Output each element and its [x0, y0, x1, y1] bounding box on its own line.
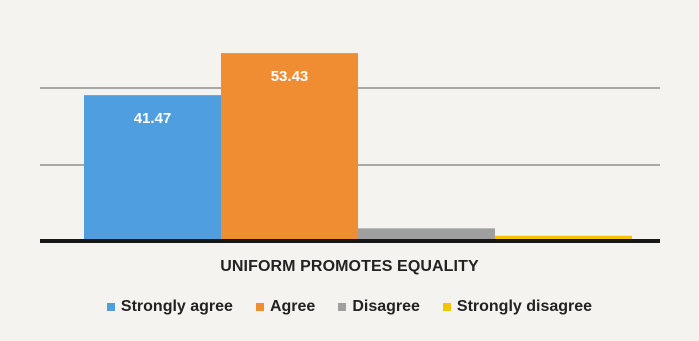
- legend-swatch-strongly-disagree: [442, 303, 451, 311]
- legend-item-strongly-disagree: Strongly disagree: [442, 298, 593, 316]
- legend-label-strongly-agree: Strongly agree: [120, 298, 233, 315]
- bar-disagree: [358, 228, 495, 241]
- legend-swatch-disagree: [338, 303, 347, 311]
- bar-strongly-disagree: [495, 235, 632, 241]
- legend-swatch-agree: [255, 303, 264, 311]
- legend-label-agree: Agree: [269, 298, 316, 315]
- legend-item-agree: Agree: [255, 298, 316, 316]
- legend-swatch-strongly-agree: [106, 303, 115, 311]
- data-label-strongly-agree: 41.47: [134, 110, 172, 127]
- legend-item-strongly-agree: Strongly agree: [106, 298, 233, 316]
- chart-legend: Strongly agree Agree Disagree Strongly d…: [0, 298, 699, 316]
- chart-title: UNIFORM PROMOTES EQUALITY: [220, 258, 479, 275]
- legend-label-strongly-disagree: Strongly disagree: [456, 298, 593, 315]
- legend-item-disagree: Disagree: [338, 298, 420, 316]
- data-label-agree: 53.43: [271, 68, 309, 85]
- legend-label-disagree: Disagree: [352, 298, 420, 315]
- bar-agree: [221, 53, 358, 242]
- bar-strongly-agree: [84, 95, 221, 241]
